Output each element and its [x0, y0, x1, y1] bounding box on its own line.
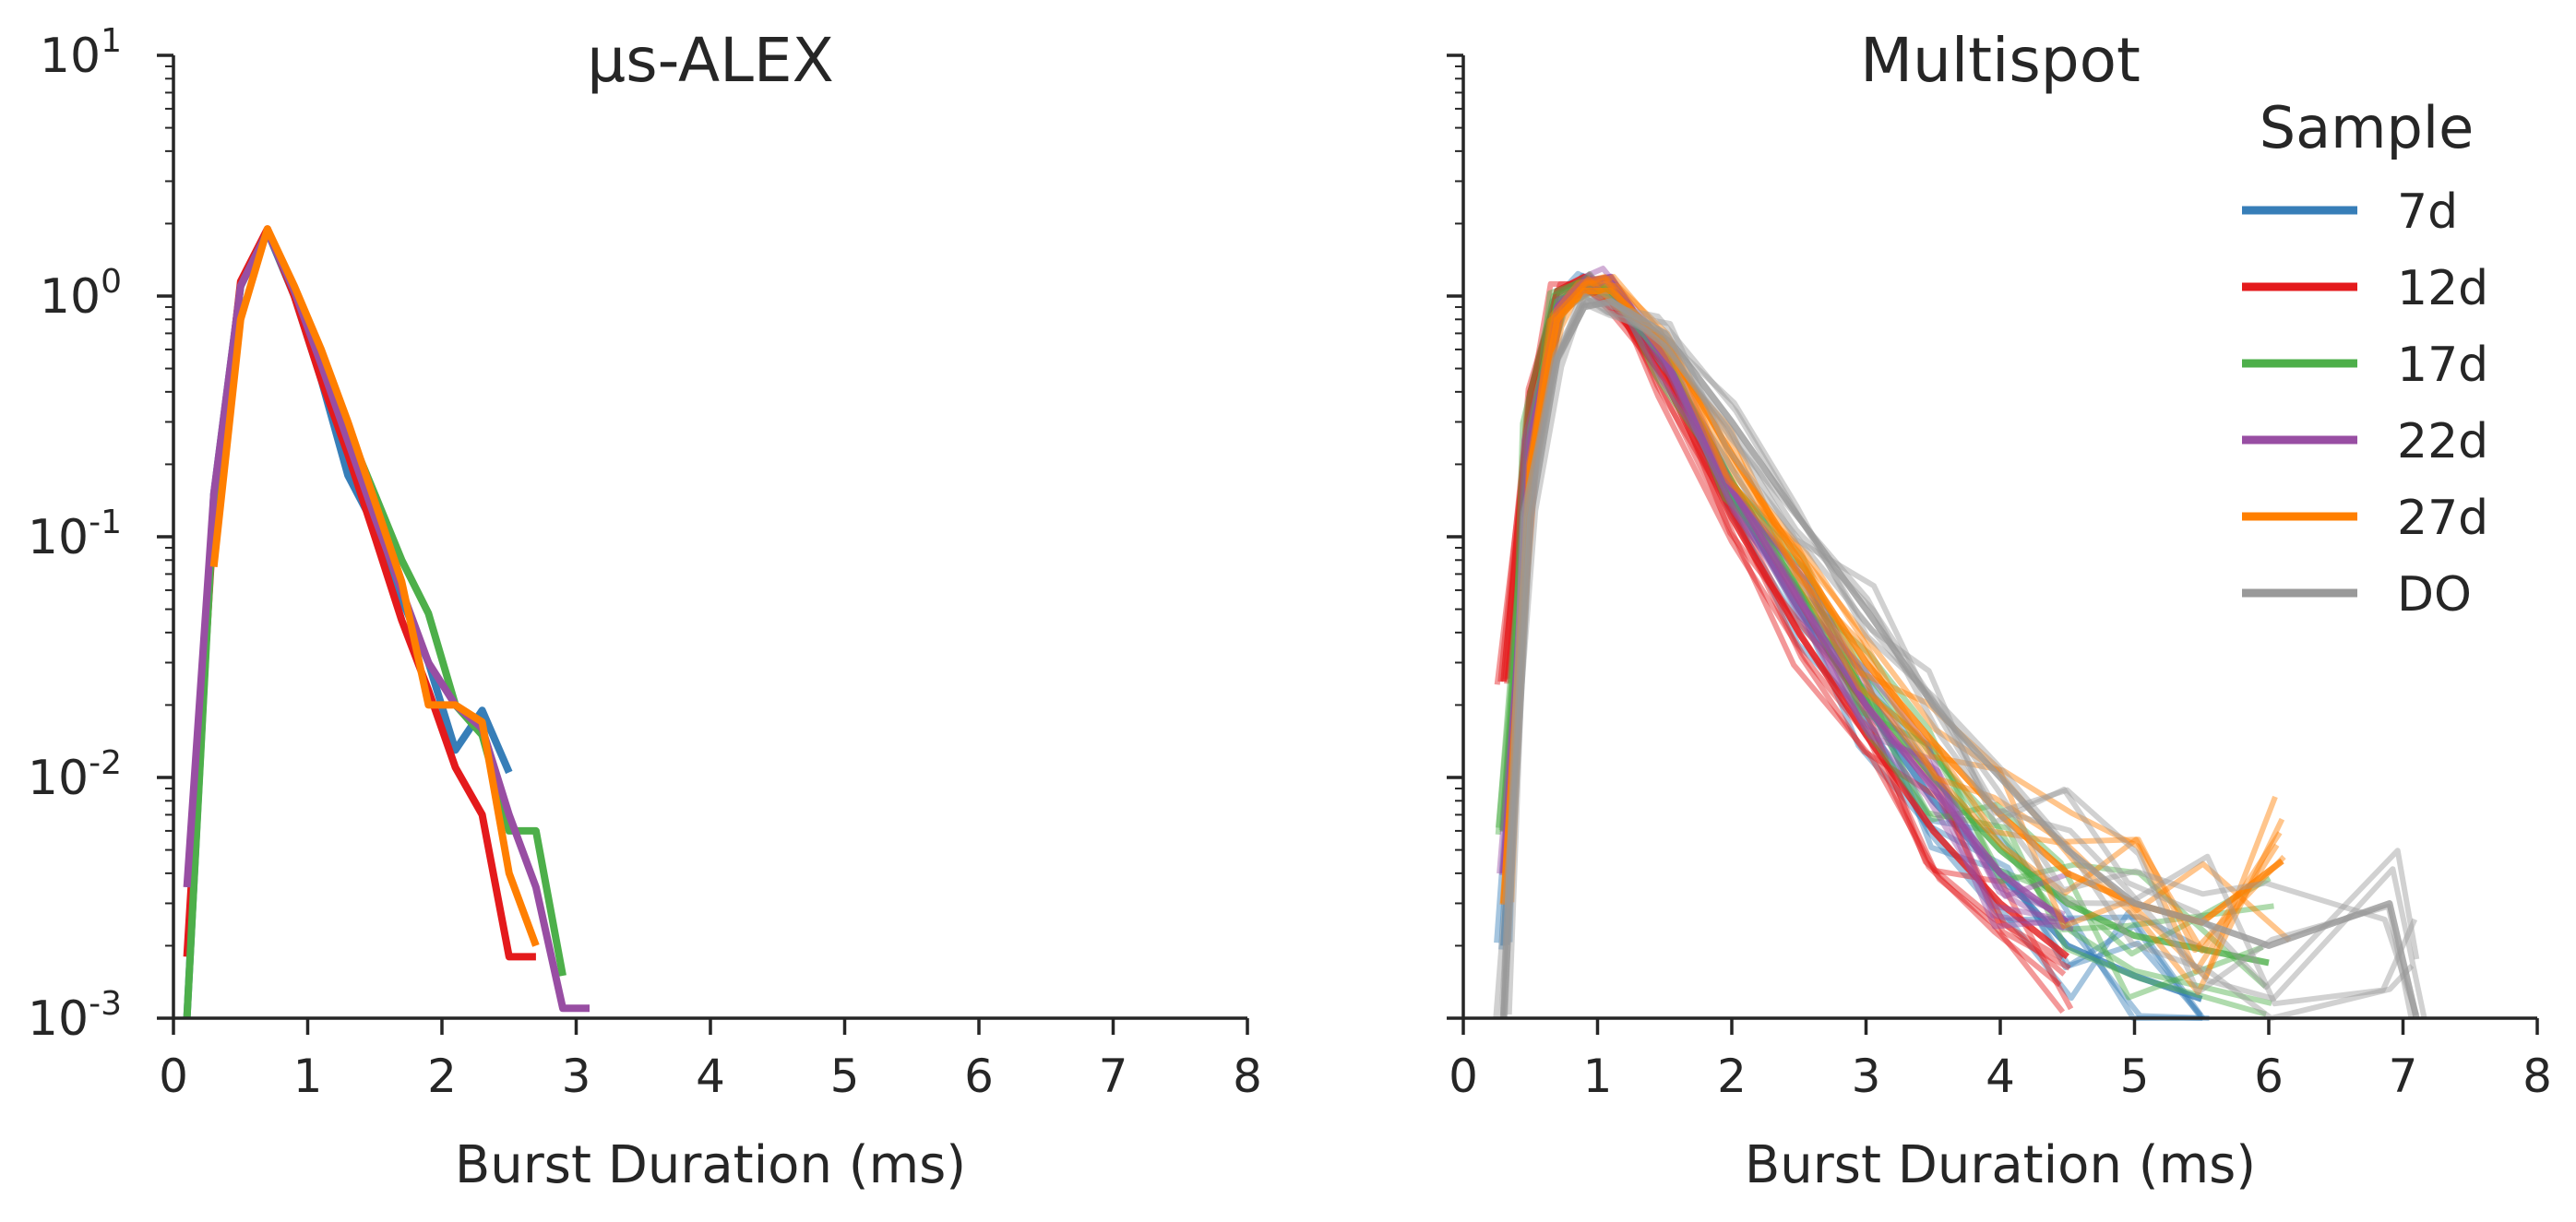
alex-axes: 0 1 2 3 4 5 6 7 8 101 100 10-1 10-2 10-3	[28, 22, 1262, 1103]
multispot-series-layer	[1493, 266, 2427, 1021]
multispot-axes: 0 1 2 3 4 5 6 7 8	[1447, 53, 2552, 1103]
multispot-x-tick-label: 5	[2120, 1050, 2150, 1103]
alex-x-tick-label: 4	[696, 1050, 725, 1103]
multispot-series-27d-replica-line	[1499, 274, 2292, 943]
multispot-series-DO-replica-line	[1493, 294, 2420, 1019]
alex-x-tick-label: 3	[562, 1050, 591, 1103]
multispot-x-tick-label: 3	[1852, 1050, 1881, 1103]
multispot-x-tick-label: 7	[2389, 1050, 2418, 1103]
alex-x-tick-label: 1	[293, 1050, 323, 1103]
alex-series-layer	[183, 225, 590, 1019]
legend-label-7d: 7d	[2397, 184, 2458, 240]
alex-series-22d-line	[183, 228, 590, 1013]
multispot-x-tick-label: 8	[2522, 1050, 2552, 1103]
legend-label-17d: 17d	[2397, 338, 2488, 393]
multispot-series-12d-replica-line	[1497, 279, 2067, 977]
alex-y-tick-label: 10-3	[28, 985, 122, 1047]
legend-label-22d: 22d	[2397, 414, 2488, 469]
alex-series-17d-line	[183, 228, 566, 1019]
multispot-series-DO-line	[1500, 298, 2420, 1019]
multispot-series-DO-replica-line	[1500, 301, 2415, 1019]
alex-x-tick-label: 6	[964, 1050, 994, 1103]
alex-x-tick-label: 7	[1099, 1050, 1128, 1103]
multispot-title: Multispot	[1860, 25, 2141, 96]
alex-y-tick-label: 10-2	[28, 744, 122, 806]
legend-label-27d: 27d	[2397, 491, 2488, 546]
multispot-series-17d-replica-line	[1508, 279, 2274, 932]
multispot-series-DO-replica-line	[1506, 291, 2427, 1019]
multispot-series-12d-replica-line	[1507, 272, 2066, 1014]
multispot-x-axis-label: Burst Duration (ms)	[1745, 1135, 2256, 1195]
chart-alex: 0 1 2 3 4 5 6 7 8 101 100 10-1 10-2 10-3 μs-ALEX Burs…	[28, 22, 1262, 1195]
alex-x-tick-label: 5	[830, 1050, 860, 1103]
multispot-series-17d-line	[1500, 282, 2270, 967]
multispot-x-tick-label: 4	[1986, 1050, 2015, 1103]
multispot-series-27d-replica-line	[1504, 276, 2278, 980]
alex-title: μs-ALEX	[587, 25, 834, 96]
alex-x-tick-label: 2	[427, 1050, 457, 1103]
alex-x-axis-label: Burst Duration (ms)	[455, 1135, 966, 1195]
multispot-x-tick-label: 1	[1583, 1050, 1613, 1103]
multispot-series-DO-replica-line	[1498, 297, 2418, 1019]
multispot-series-27d-replica-line	[1509, 274, 2286, 954]
alex-series-27d-line	[209, 225, 540, 947]
legend-label-DO: DO	[2397, 567, 2472, 623]
multispot-series-17d-replica-line	[1498, 279, 2267, 1017]
legend-title: Sample	[2260, 94, 2474, 161]
multispot-series-DO-replica-line	[1499, 292, 2419, 1019]
alex-y-tick-label: 101	[40, 22, 122, 84]
multispot-x-tick-label: 0	[1449, 1050, 1478, 1103]
legend-label-12d: 12d	[2397, 261, 2488, 316]
multispot-series-27d-replica-line	[1505, 279, 2283, 954]
multispot-x-tick-label: 6	[2254, 1050, 2284, 1103]
multispot-series-DO-replica-line	[1502, 301, 2415, 1021]
multispot-series-27d-line	[1500, 288, 2284, 926]
multispot-x-tick-label: 2	[1717, 1050, 1747, 1103]
alex-x-tick-label: 8	[1233, 1050, 1262, 1103]
alex-y-tick-label: 100	[40, 263, 122, 325]
alex-x-tick-label: 0	[159, 1050, 188, 1103]
legend: Sample 7d 12d 17d 22d 27d DO	[2242, 94, 2488, 623]
multispot-series-12d-replica-line	[1504, 280, 2062, 988]
alex-y-tick-label: 10-1	[28, 504, 122, 565]
